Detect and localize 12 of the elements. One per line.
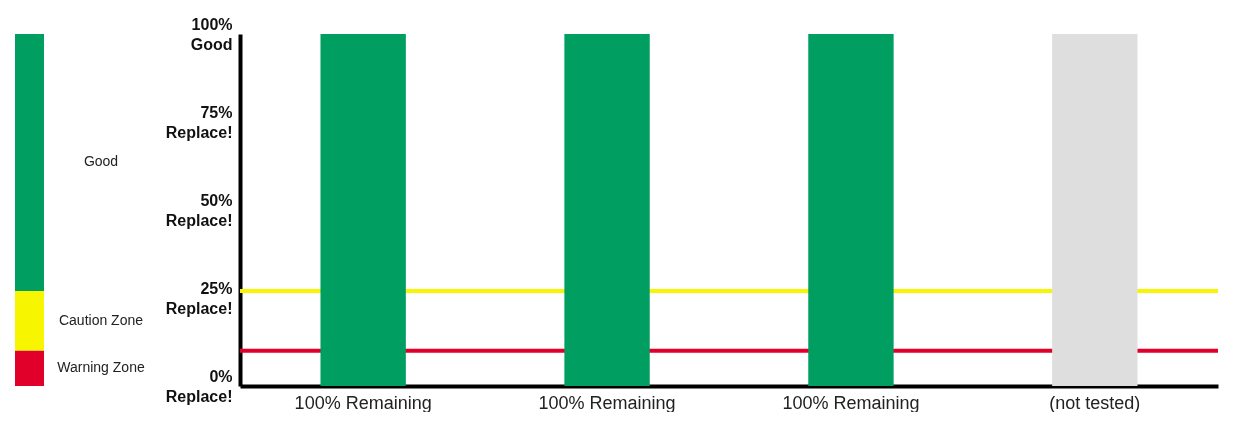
text: Good [83,153,119,170]
x-tick-label: 100% Remaining [538,392,676,413]
y-tick-label: 50% Replace! [165,191,233,229]
x-tick-label: 100% Remaining [782,392,920,413]
x-tick-label: 100% Remaining [294,392,432,413]
y-tick-label: 0% Replace! [165,367,233,405]
text: Caution Zone [58,311,144,328]
y-tick-label: 75% Replace! [165,103,233,141]
y-tick-label: 100% Good [190,15,233,53]
x-tick-label: (not tested) [1049,392,1141,413]
text: Warning Zone [57,359,145,376]
y-tick-label: 25% Replace! [165,279,233,317]
